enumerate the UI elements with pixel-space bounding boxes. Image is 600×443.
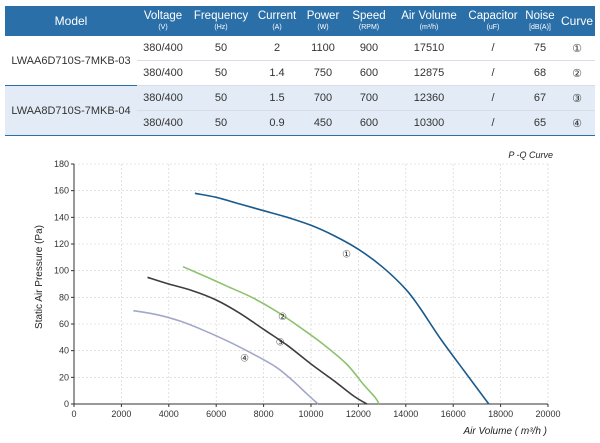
curve-line-3 bbox=[147, 276, 368, 405]
curve-label-3: ③ bbox=[276, 337, 285, 348]
header-power: Power (W) bbox=[301, 6, 345, 36]
pq-curve-chart: 0 20 40 60 80 100 120 140 160 180 0 2000 4000 6000 800… bbox=[34, 150, 561, 437]
power-cell: 450 bbox=[301, 110, 345, 136]
table-row: LWAA6D710S-7MKB-03 380/400 50 2 1100 900… bbox=[5, 36, 595, 86]
curve-label-1: ① bbox=[342, 249, 351, 260]
speed-cell: 700 bbox=[345, 85, 393, 111]
header-voltage: Voltage (V) bbox=[137, 6, 189, 36]
y-tick-label: 140 bbox=[54, 212, 69, 222]
curve-cell: ② bbox=[559, 60, 595, 86]
frequency-cell: 50 bbox=[189, 110, 253, 136]
voltage-cell: 380/400 bbox=[137, 110, 189, 136]
x-tick-label: 18000 bbox=[488, 409, 513, 419]
y-tick-label: 40 bbox=[59, 346, 69, 356]
current-cell: 1.5 bbox=[253, 85, 301, 111]
air-volume-cell: 10300 bbox=[393, 110, 465, 136]
x-tick-label: 20000 bbox=[535, 409, 560, 419]
curve-cell: ① bbox=[559, 36, 595, 61]
noise-cell: 75 bbox=[521, 36, 559, 61]
air-volume-cell: 12360 bbox=[393, 85, 465, 111]
current-cell: 1.4 bbox=[253, 60, 301, 86]
chart-series bbox=[133, 192, 490, 405]
chart-ticks: 0 20 40 60 80 100 120 140 160 180 0 2000 4000 6000 800… bbox=[54, 159, 561, 419]
x-tick-label: 0 bbox=[71, 409, 76, 419]
noise-cell: 68 bbox=[521, 60, 559, 86]
table-header-row: Model Voltage (V) Frequency (Hz) Current (A… bbox=[5, 6, 595, 36]
x-tick-label: 10000 bbox=[298, 409, 323, 419]
y-tick-label: 80 bbox=[59, 292, 69, 302]
speed-cell: 900 bbox=[345, 36, 393, 61]
y-tick-label: 100 bbox=[54, 266, 69, 276]
frequency-cell: 50 bbox=[189, 36, 253, 61]
y-tick-label: 20 bbox=[59, 372, 69, 382]
speed-cell: 600 bbox=[345, 60, 393, 86]
header-noise: Noise [dB(A)] bbox=[521, 6, 559, 36]
chart-title: P -Q Curve bbox=[508, 150, 553, 160]
model-cell: LWAA8D710S-7MKB-04 bbox=[5, 85, 137, 136]
x-tick-label: 12000 bbox=[346, 409, 371, 419]
voltage-cell: 380/400 bbox=[137, 36, 189, 61]
spec-table: Model Voltage (V) Frequency (Hz) Current (A… bbox=[5, 6, 595, 136]
header-capacitor: Capacitor (uF) bbox=[465, 6, 521, 36]
x-tick-label: 6000 bbox=[206, 409, 226, 419]
curve-line-4 bbox=[133, 309, 319, 405]
curve-label-2: ② bbox=[278, 312, 287, 323]
frequency-cell: 50 bbox=[189, 60, 253, 86]
curve-line-2 bbox=[182, 265, 380, 405]
curve-labels: ① ② ③ ④ bbox=[240, 249, 351, 364]
y-tick-label: 120 bbox=[54, 239, 69, 249]
x-tick-label: 8000 bbox=[254, 409, 274, 419]
current-cell: 2 bbox=[253, 36, 301, 61]
capacitor-cell: / bbox=[465, 60, 521, 86]
curve-line-1 bbox=[194, 192, 490, 405]
current-cell: 0.9 bbox=[253, 110, 301, 136]
speed-cell: 600 bbox=[345, 110, 393, 136]
header-air-volume: Air Volume (m³/h) bbox=[393, 6, 465, 36]
x-tick-label: 14000 bbox=[393, 409, 418, 419]
table-row: 380/400 50 1.4 750 600 12875 / 68 ② bbox=[5, 60, 595, 86]
noise-cell: 65 bbox=[521, 110, 559, 136]
table-row: LWAA8D710S-7MKB-04 380/400 50 1.5 700 70… bbox=[5, 85, 595, 136]
frequency-cell: 50 bbox=[189, 85, 253, 111]
curve-label-4: ④ bbox=[240, 353, 249, 364]
curve-cell: ④ bbox=[559, 110, 595, 136]
air-volume-cell: 17510 bbox=[393, 36, 465, 61]
x-axis-title: Air Volume ( m³/h ) bbox=[462, 426, 547, 437]
air-volume-cell: 12875 bbox=[393, 60, 465, 86]
voltage-cell: 380/400 bbox=[137, 60, 189, 86]
header-current: Current (A) bbox=[253, 6, 301, 36]
power-cell: 1100 bbox=[301, 36, 345, 61]
header-frequency: Frequency (Hz) bbox=[189, 6, 253, 36]
y-tick-label: 60 bbox=[59, 319, 69, 329]
y-tick-label: 180 bbox=[54, 159, 69, 169]
capacitor-cell: / bbox=[465, 36, 521, 61]
curve-cell: ③ bbox=[559, 85, 595, 111]
header-curve: Curve bbox=[559, 6, 595, 36]
y-tick-label: 0 bbox=[64, 399, 69, 409]
capacitor-cell: / bbox=[465, 85, 521, 111]
y-axis-title: Static Air Pressure (Pa) bbox=[34, 225, 45, 329]
chart-grid bbox=[74, 163, 549, 404]
x-tick-label: 2000 bbox=[111, 409, 131, 419]
model-cell: LWAA6D710S-7MKB-03 bbox=[5, 36, 137, 86]
x-tick-label: 4000 bbox=[159, 409, 179, 419]
y-tick-label: 160 bbox=[54, 186, 69, 196]
noise-cell: 67 bbox=[521, 85, 559, 111]
x-tick-label: 16000 bbox=[441, 409, 466, 419]
capacitor-cell: / bbox=[465, 110, 521, 136]
table-row: 380/400 50 0.9 450 600 10300 / 65 ④ bbox=[5, 110, 595, 136]
header-speed: Speed (RPM) bbox=[345, 6, 393, 36]
header-model: Model bbox=[5, 6, 137, 36]
power-cell: 700 bbox=[301, 85, 345, 111]
power-cell: 750 bbox=[301, 60, 345, 86]
voltage-cell: 380/400 bbox=[137, 85, 189, 111]
